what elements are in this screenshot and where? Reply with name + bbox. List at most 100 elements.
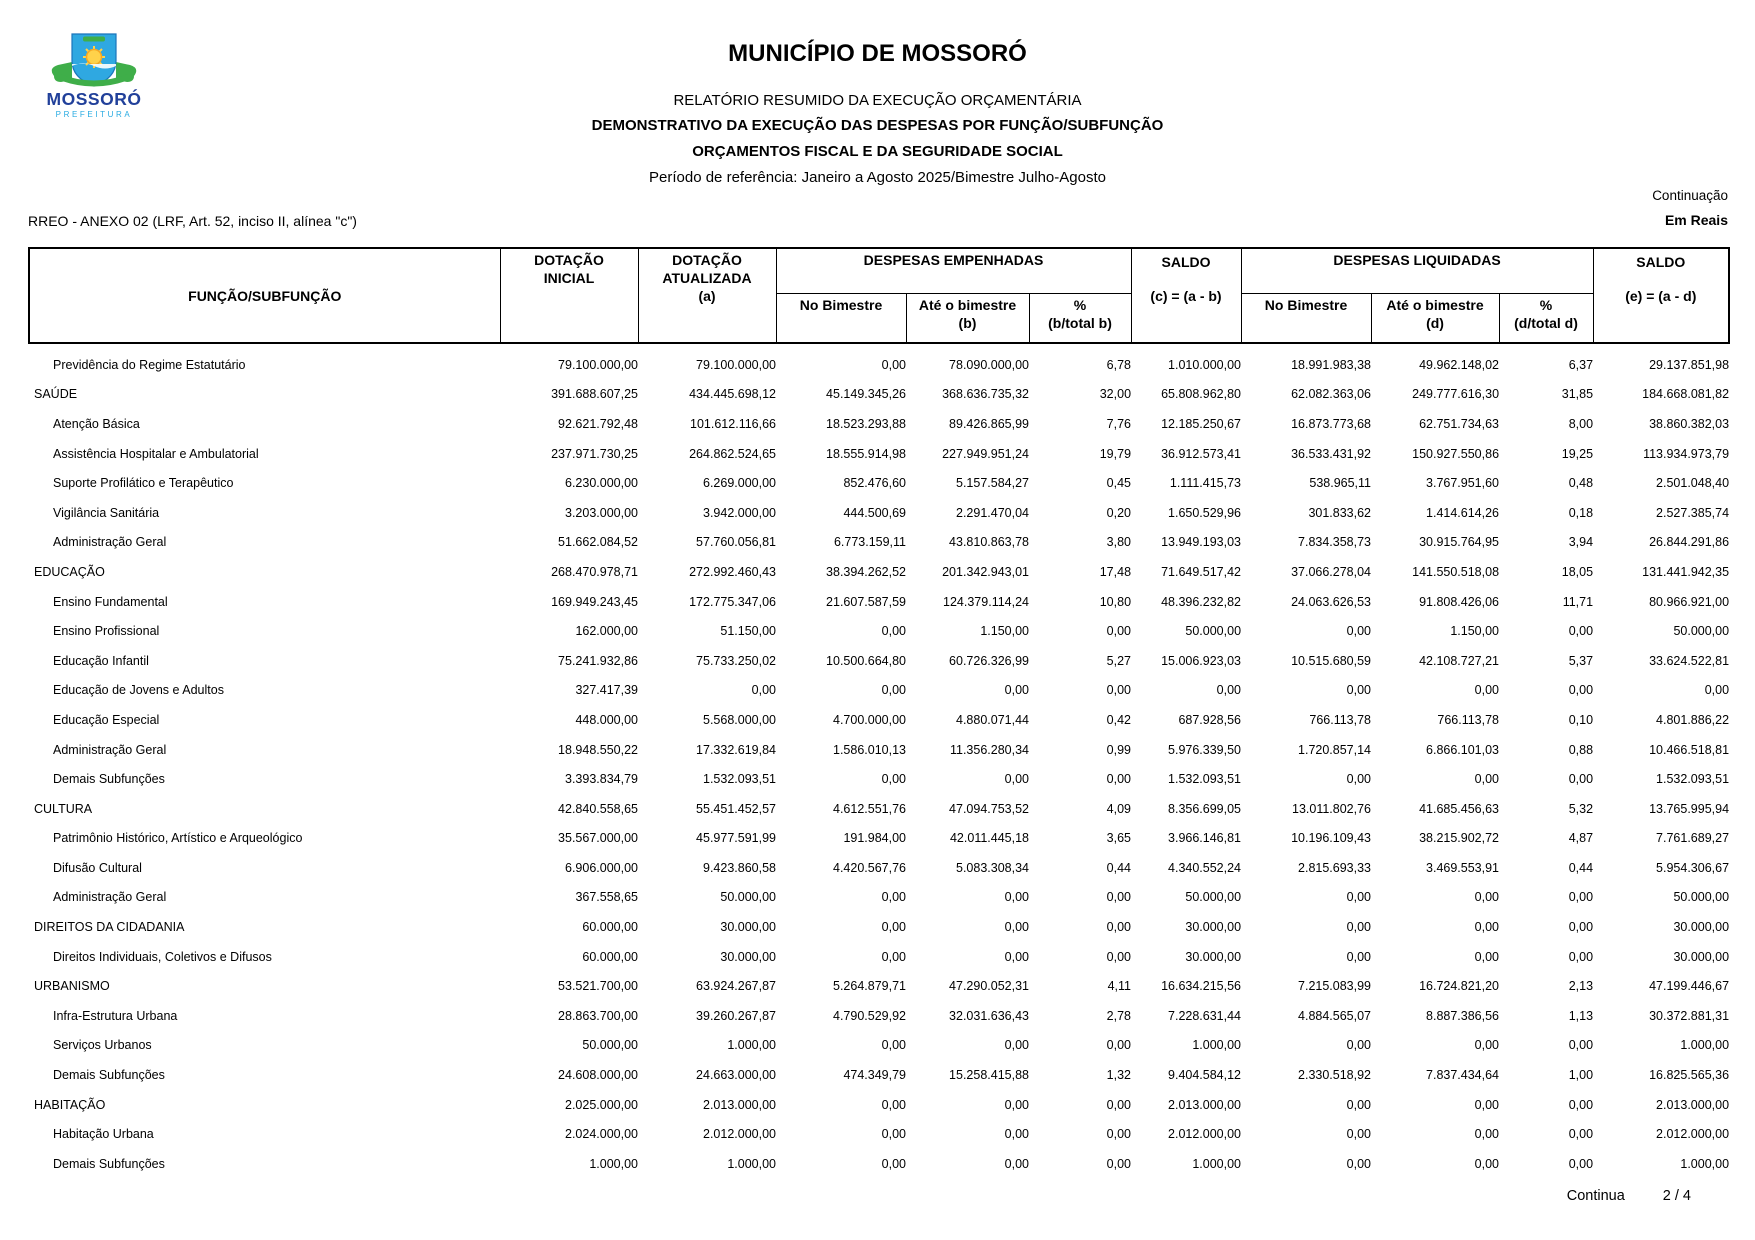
row-value: 0,00 xyxy=(1474,920,1500,935)
table-row: Administração Geral 18.948.550,22 17.332.… xyxy=(29,735,1729,765)
row-value: 4.884.565,07 xyxy=(1298,1008,1372,1023)
row-value: 2,78 xyxy=(1106,1008,1132,1023)
table-row: Direitos Individuais, Coletivos e Difuso… xyxy=(29,942,1729,972)
row-value: 5,27 xyxy=(1106,653,1132,668)
row-value: 5,32 xyxy=(1568,801,1594,816)
col-header-ate-bimestre-d: Até o bimestre (d) xyxy=(1370,293,1500,344)
row-value: 124.379.114,24 xyxy=(943,594,1029,609)
row-label: Assistência Hospitalar e Ambulatorial xyxy=(53,446,259,461)
row-value: 172.775.347,06 xyxy=(689,594,776,609)
row-value: 7,76 xyxy=(1106,416,1132,431)
row-value: 10.500.664,80 xyxy=(826,653,906,668)
row-value: 1.650.529,96 xyxy=(1168,505,1242,520)
row-value: 33.624.522,81 xyxy=(1649,653,1730,668)
row-value: 4.340.552,24 xyxy=(1168,860,1242,875)
row-value: 15.258.415,88 xyxy=(949,1068,1029,1083)
row-value: 1.586.010,13 xyxy=(833,742,906,757)
row-value: 45.977.591,99 xyxy=(696,831,776,846)
reference-period: Período de referência: Janeiro a Agosto … xyxy=(649,169,1106,186)
row-value: 42.108.727,21 xyxy=(1419,653,1500,668)
row-value: 0,00 xyxy=(1568,920,1594,935)
row-value: 0,00 xyxy=(1346,1097,1372,1112)
row-label: Demais Subfunções xyxy=(53,772,165,787)
row-value: 367.558,65 xyxy=(575,890,638,905)
row-value: 0,00 xyxy=(1568,949,1594,964)
table-row: Difusão Cultural 6.906.000,00 9.423.860,5… xyxy=(29,853,1729,883)
row-value: 0,00 xyxy=(1004,1156,1029,1171)
row-value: 766.113,78 xyxy=(1309,712,1372,727)
row-value: 0,00 xyxy=(1568,890,1594,905)
table-row: Vigilância Sanitária 3.203.000,00 3.942.0… xyxy=(29,498,1729,528)
row-value: 9.404.584,12 xyxy=(1168,1068,1242,1083)
row-value: 16.634.215,56 xyxy=(1161,979,1242,994)
table-row: EDUCAÇÃO 268.470.978,71 272.992.460,43 38.… xyxy=(29,557,1729,587)
row-value: 327.417,39 xyxy=(575,683,638,698)
row-value: 0,00 xyxy=(1106,772,1132,787)
row-value: 48.396.232,82 xyxy=(1161,594,1242,609)
row-value: 7.228.631,44 xyxy=(1168,1008,1242,1023)
row-value: 1.000,00 xyxy=(1680,1038,1730,1053)
row-value: 0,00 xyxy=(1004,920,1029,935)
row-value: 0,00 xyxy=(1474,683,1500,698)
row-value: 0,00 xyxy=(1568,772,1594,787)
row-value: 91.808.426,06 xyxy=(1419,594,1500,609)
row-value: 1.532.093,51 xyxy=(1168,772,1242,787)
table-row: Ensino Profissional 162.000,00 51.150,00 0… xyxy=(29,616,1729,646)
row-value: 272.992.460,43 xyxy=(689,564,776,579)
row-value: 13.765.995,94 xyxy=(1649,801,1730,816)
budget-execution-table: FUNÇÃO/SUBFUNÇÃO DOTAÇÃO INICIAL DOTAÇÃO… xyxy=(28,247,1731,1179)
table-row: Patrimônio Histórico, Artístico e Arqueo… xyxy=(29,824,1729,854)
col-header-pct-d: % (d/total d) xyxy=(1498,293,1594,344)
row-value: 4.801.886,22 xyxy=(1656,712,1730,727)
row-value: 3.203.000,00 xyxy=(565,505,638,520)
col-header-saldo-c: SALDO (c) = (a - b) xyxy=(1130,247,1242,344)
row-value: 21.607.587,59 xyxy=(826,594,906,609)
row-value: 79.100.000,00 xyxy=(696,357,776,372)
row-value: 0,00 xyxy=(1568,1097,1594,1112)
row-value: 16.724.821,20 xyxy=(1419,979,1500,994)
row-value: 50.000,00 xyxy=(720,890,776,905)
row-value: 17,48 xyxy=(1099,564,1132,579)
col-header-dotacao-inicial: DOTAÇÃO INICIAL xyxy=(499,247,639,344)
row-value: 1.532.093,51 xyxy=(703,772,776,787)
row-value: 51.662.084,52 xyxy=(558,535,638,550)
row-value: 0,00 xyxy=(1106,624,1132,639)
row-value: 150.927.550,86 xyxy=(1412,446,1500,461)
row-value: 766.113,78 xyxy=(1437,712,1500,727)
logo-name: MOSSORÓ xyxy=(47,88,142,109)
row-value: 2.013.000,00 xyxy=(1656,1097,1730,1112)
row-value: 16.873.773,68 xyxy=(1291,416,1372,431)
row-value: 47.290.052,31 xyxy=(949,979,1029,994)
row-value: 2.024.000,00 xyxy=(565,1127,638,1142)
saldo-c-label: SALDO xyxy=(1161,254,1211,270)
row-value: 60.000,00 xyxy=(582,920,638,935)
row-value: 113.934.973,79 xyxy=(1643,446,1730,461)
row-value: 0,18 xyxy=(1568,505,1594,520)
row-value: 0,45 xyxy=(1106,476,1132,491)
row-value: 6.773.159,11 xyxy=(833,535,906,550)
row-value: 162.000,00 xyxy=(575,624,638,639)
table-row: Habitação Urbana 2.024.000,00 2.012.000,0… xyxy=(29,1119,1729,1149)
saldo-c-formula: (c) = (a - b) xyxy=(1150,288,1222,305)
row-value: 2.330.518,92 xyxy=(1298,1068,1372,1083)
table-row: SAÚDE 391.688.607,25 434.445.698,12 45.149… xyxy=(29,380,1729,410)
row-value: 4,87 xyxy=(1568,831,1594,846)
row-label: SAÚDE xyxy=(34,387,78,402)
table-row: CULTURA 42.840.558,65 55.451.452,57 4.612.… xyxy=(29,794,1729,824)
row-value: 0,00 xyxy=(1474,1127,1500,1142)
row-value: 19,25 xyxy=(1561,446,1594,461)
row-value: 0,00 xyxy=(1004,890,1029,905)
row-value: 3.393.834,79 xyxy=(565,772,638,787)
table-row: DIREITOS DA CIDADANIA 60.000,00 30.000,00… xyxy=(29,912,1729,942)
row-value: 10,80 xyxy=(1099,594,1132,609)
row-value: 3.966.146,81 xyxy=(1168,831,1242,846)
row-value: 50.000,00 xyxy=(1673,624,1730,639)
row-value: 0,00 xyxy=(1004,1097,1029,1112)
row-value: 474.349,79 xyxy=(843,1068,906,1083)
row-value: 268.470.978,71 xyxy=(551,564,638,579)
row-value: 41.685.456,63 xyxy=(1419,801,1500,816)
row-value: 1,13 xyxy=(1568,1008,1594,1023)
row-label: Educação Infantil xyxy=(53,653,149,668)
row-label: Suporte Profilático e Terapêutico xyxy=(53,476,234,491)
row-value: 0,00 xyxy=(1106,1038,1132,1053)
